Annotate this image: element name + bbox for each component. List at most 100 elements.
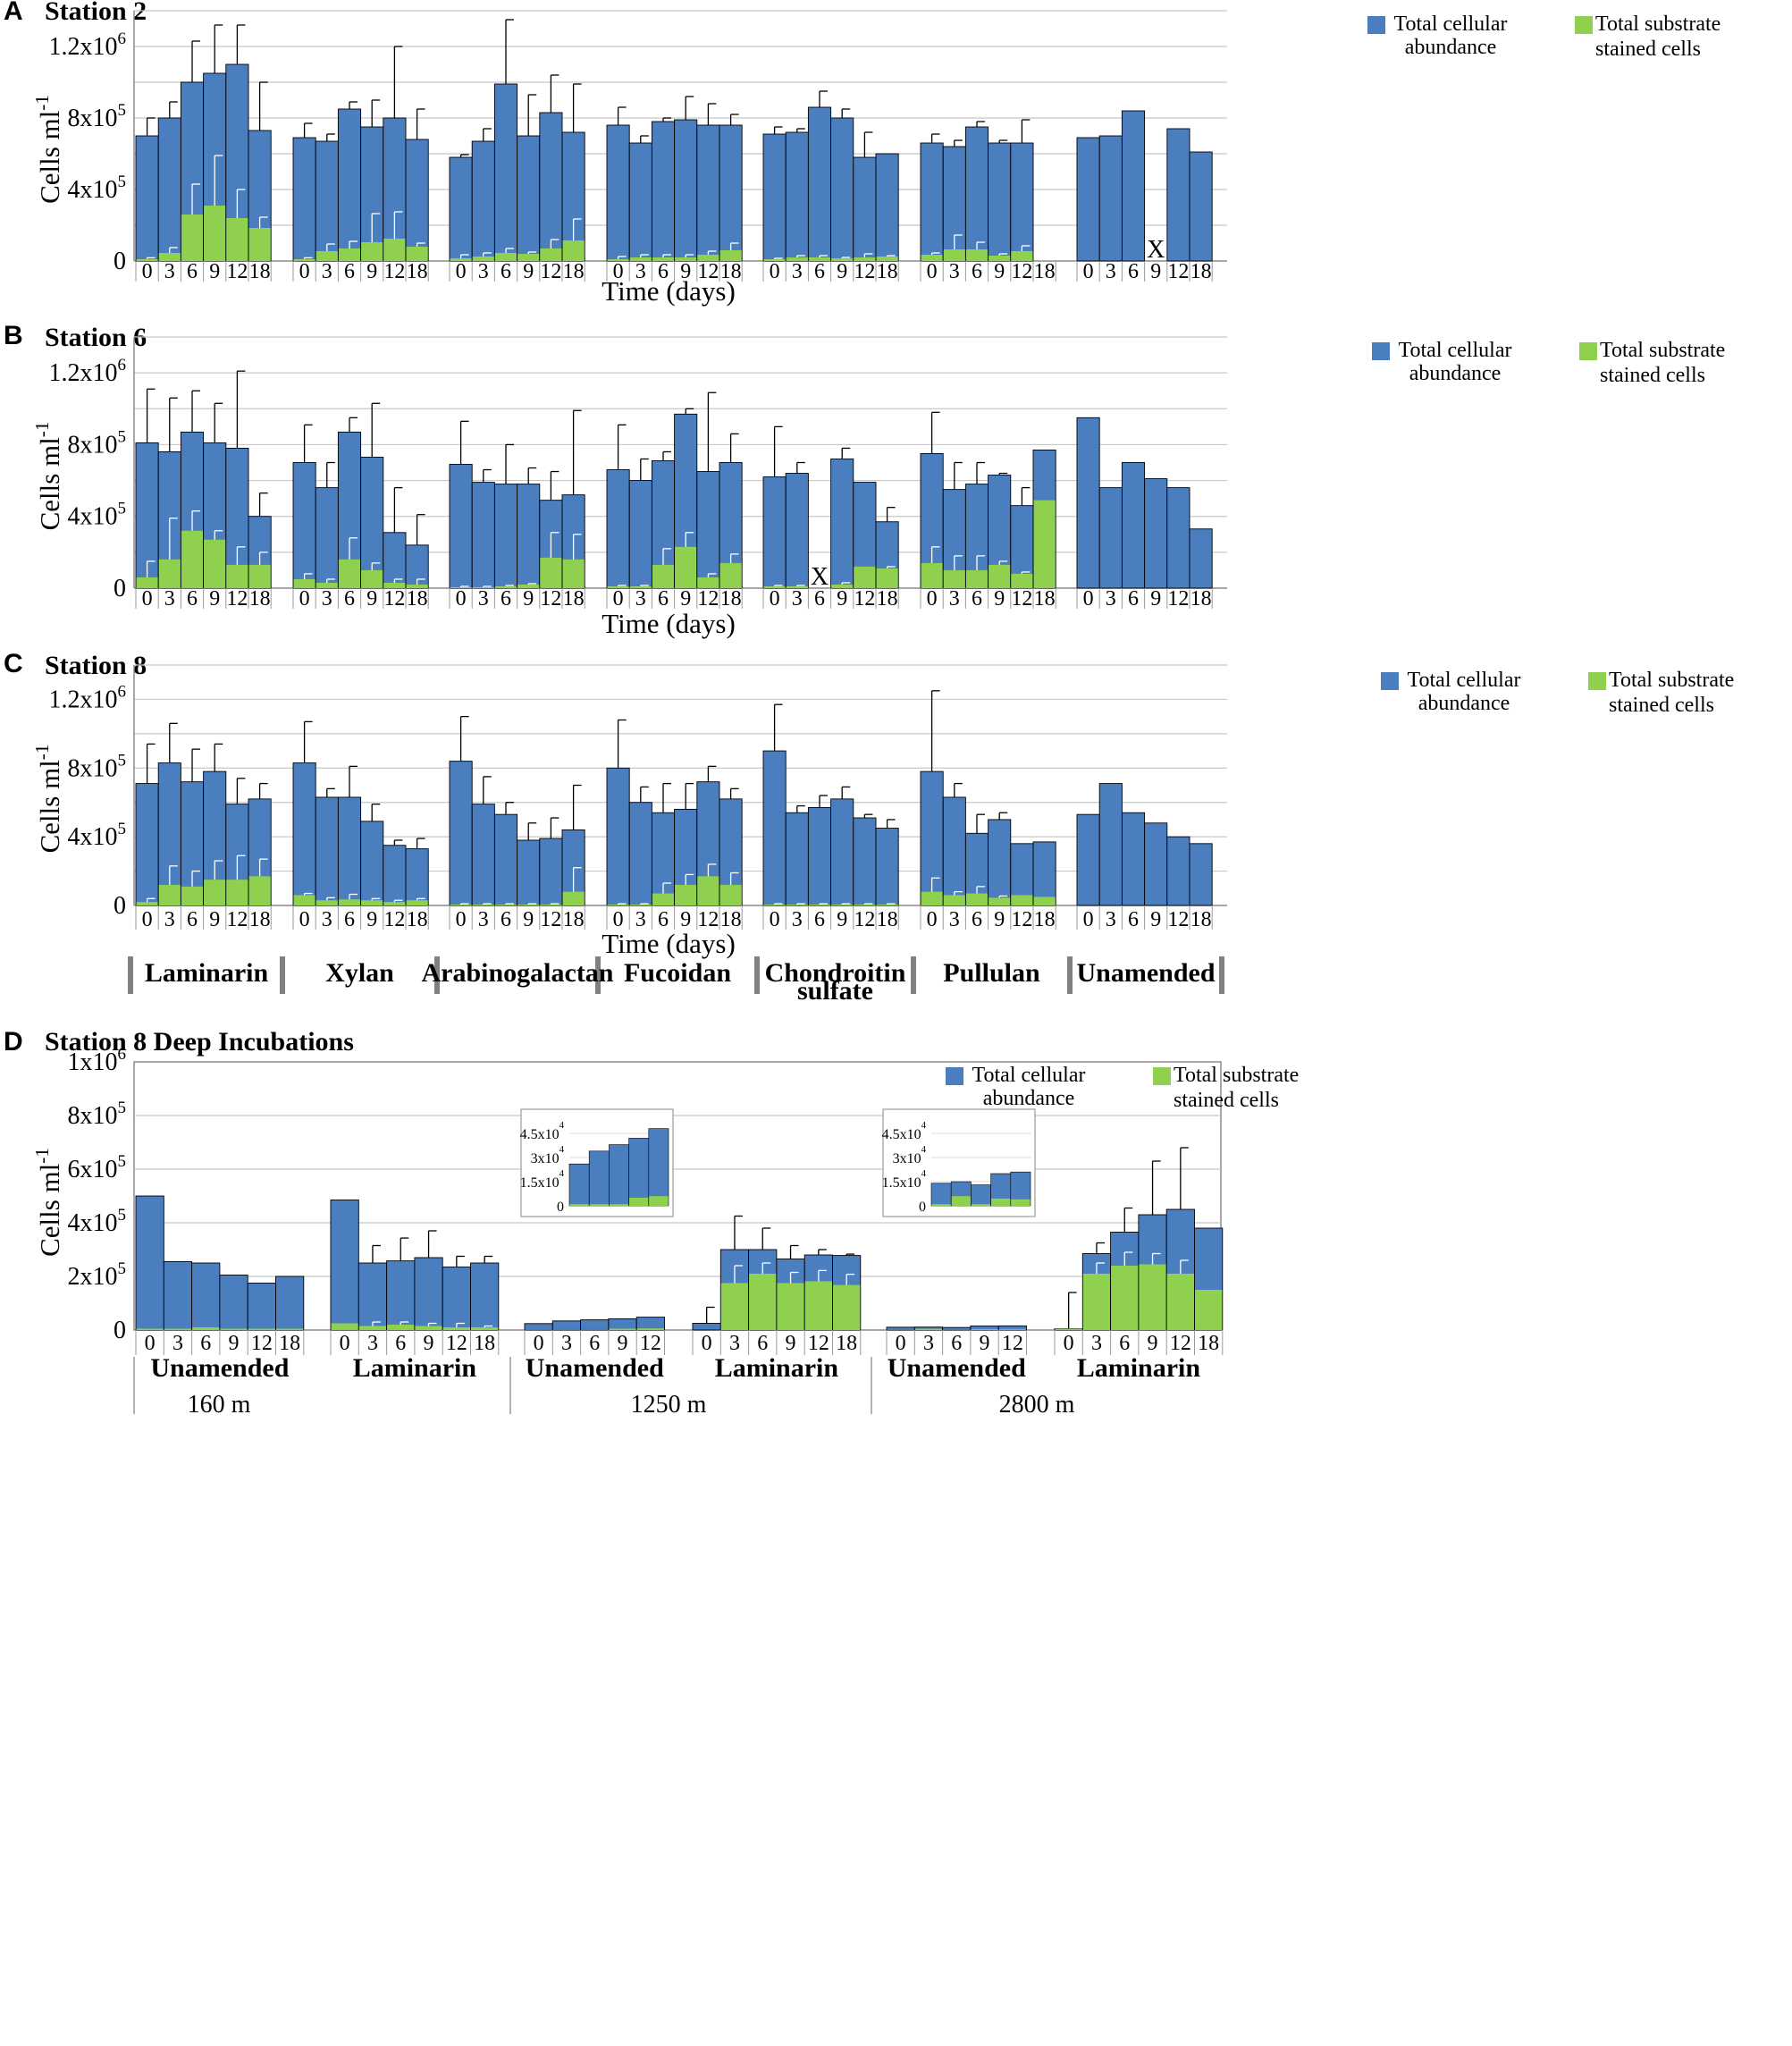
panel-a-missing-mark: X	[1147, 236, 1165, 264]
panel-a-xtick-label: 18	[563, 260, 585, 283]
panel-d-xtick-label: 12	[640, 1332, 661, 1355]
panel-a-xtick-label: 0	[142, 260, 153, 283]
panel-c-bar-total	[517, 839, 541, 906]
panel-d-xtick-label: 6	[395, 1332, 406, 1355]
panel-a-bar-total	[315, 140, 339, 262]
panel-c-bar-total	[1121, 812, 1146, 906]
panel-d-bar-stained	[749, 1274, 777, 1330]
panel-a-letter: A	[4, 0, 23, 26]
panel-c-bar-stained	[383, 902, 406, 905]
panel-a-xtick-label: 6	[501, 260, 511, 283]
panel-b-bar-stained	[943, 569, 965, 588]
panel-a-legend-total-text-2: abundance	[1405, 36, 1497, 59]
panel-b-xtick-label: 0	[613, 587, 624, 610]
panel-a-bar-stained	[494, 253, 517, 261]
panel-a-bar-total	[628, 142, 652, 262]
panel-c-bar-stained	[361, 900, 383, 905]
panel-c-bar-total	[1166, 836, 1190, 906]
panel-d-ytick-label-exp: 5	[117, 1259, 126, 1278]
panel-c-xtick-label: 18	[1190, 908, 1212, 931]
panel-d-bar-total	[135, 1195, 164, 1331]
panel-d-xtick-label: 9	[424, 1332, 434, 1355]
panel-b-title: Station 6	[45, 323, 147, 352]
panel-a-ytick-label: 1.2x106	[48, 29, 126, 61]
panel-d-bar-stained	[777, 1283, 804, 1330]
panel-b-xtick-label: 0	[142, 587, 153, 610]
panel-c-ytick-label-base: 8x10	[67, 754, 117, 782]
panel-d-bar-stained	[636, 1328, 664, 1330]
panel-c-bar-stained	[136, 902, 158, 905]
panel-d-xtick-label: 0	[896, 1332, 906, 1355]
panel-c-y-title: Cells ml-1	[31, 745, 65, 854]
panel-b-xtick-label: 0	[456, 587, 467, 610]
panel-a-bar-total	[1121, 110, 1146, 262]
panel-c-xtick-label: 6	[972, 908, 982, 931]
inset-bar-stained	[629, 1198, 649, 1206]
panel-b-xtick-label: 6	[501, 587, 511, 610]
panel-c-legend-total-text-1: Total cellular	[1408, 669, 1521, 692]
panel-b-bar-total	[1076, 417, 1100, 589]
panel-d-xtick-label: 3	[1091, 1332, 1102, 1355]
panel-c-xtick-label: 9	[366, 908, 377, 931]
panel-c-bar-stained	[562, 891, 585, 905]
panel-d-ytick-label: 1x106	[67, 1045, 126, 1076]
panel-c-xtick-label: 18	[407, 908, 428, 931]
panel-d-ytick-label: 4x105	[67, 1206, 126, 1237]
panel-d-bar-stained	[1111, 1266, 1139, 1330]
panel-b-xtick-label: 6	[658, 587, 669, 610]
panel-d-xtick-label: 9	[980, 1332, 990, 1355]
panel-b-legend-total-swatch	[1372, 342, 1390, 360]
panel-b-xtick-label: 12	[383, 587, 405, 610]
panel-b-y-title: Cells ml-1	[31, 422, 65, 531]
panel-c-bar-total	[360, 821, 384, 906]
panel-a-bar-stained	[540, 248, 562, 261]
panel-b-bar-stained	[697, 577, 719, 588]
inset-ytick-label: 4.5x104	[882, 1120, 927, 1142]
panel-a-legend-total-text-1: Total cellular	[1394, 13, 1508, 36]
substrate-separator	[911, 956, 916, 994]
panel-c-bar-stained	[158, 884, 181, 905]
inset-ytick-label-base: 4.5x10	[520, 1127, 559, 1142]
panel-d-y-title-exp: -1	[31, 1148, 53, 1164]
panel-c-bar-total	[449, 761, 473, 906]
panel-c-bar-total	[785, 812, 809, 906]
panel-b-bar-total	[1166, 487, 1190, 589]
panel-c-xtick-label: 0	[456, 908, 467, 931]
panel-a-bar-total	[135, 135, 159, 262]
panel-d-xtick-label: 6	[757, 1332, 768, 1355]
panel-d-xtick-label: 12	[1002, 1332, 1023, 1355]
panel-b-bar-stained	[629, 585, 652, 588]
panel-b-bar-stained	[607, 585, 629, 588]
panel-b-bar-stained	[315, 582, 338, 588]
panel-a-bar-stained	[808, 257, 831, 261]
panel-a-bar-stained	[383, 239, 406, 261]
inset-ytick-label-exp: 4	[921, 1168, 927, 1179]
panel-b-bar-total	[1121, 462, 1146, 589]
panel-d-bar-total	[470, 1262, 500, 1331]
panel-c-bar-total	[383, 845, 407, 906]
panel-b-xtick-label: 6	[344, 587, 355, 610]
panel-a-xtick-label: 18	[1034, 260, 1056, 283]
panel-b-bar-stained	[876, 568, 898, 588]
inset-ytick-label-base: 1.5x10	[520, 1175, 559, 1191]
panel-a-bar-stained	[450, 258, 472, 261]
panel-c-ytick-label-exp: 6	[117, 682, 126, 701]
panel-c-xtick-label: 9	[837, 908, 847, 931]
panel-d-xtick-label: 3	[367, 1332, 378, 1355]
panel-c-xtick-label: 12	[1011, 908, 1032, 931]
panel-c-bar-stained	[943, 895, 965, 905]
panel-a-bar-total	[471, 140, 495, 262]
panel-d-bar-total	[219, 1275, 248, 1331]
panel-a-bar-total	[696, 124, 720, 262]
panel-a-xtick-label: 9	[209, 260, 220, 283]
panel-d-bar-stained	[276, 1328, 304, 1330]
panel-b-ytick-label: 4x105	[67, 500, 126, 531]
panel-d-group-label: Laminarin	[715, 1353, 839, 1383]
panel-c-bar-stained	[921, 891, 943, 905]
panel-a-bar-stained	[158, 253, 181, 261]
inset-bar-total	[648, 1128, 669, 1207]
panel-b-bar-total	[493, 484, 518, 589]
panel-a-bar-stained	[943, 249, 965, 261]
panel-b-bar-stained	[248, 564, 271, 588]
panel-d-bar-stained	[998, 1329, 1026, 1330]
